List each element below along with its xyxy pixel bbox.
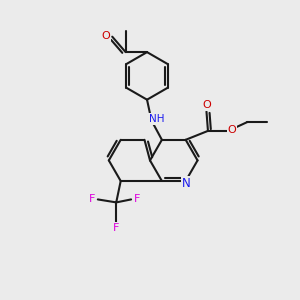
Text: N: N xyxy=(182,177,191,190)
Text: O: O xyxy=(101,31,110,41)
Text: F: F xyxy=(113,223,119,233)
Text: O: O xyxy=(202,100,211,110)
Text: NH: NH xyxy=(149,114,165,124)
Text: O: O xyxy=(227,125,236,135)
Text: F: F xyxy=(89,194,95,204)
Text: F: F xyxy=(134,194,140,204)
